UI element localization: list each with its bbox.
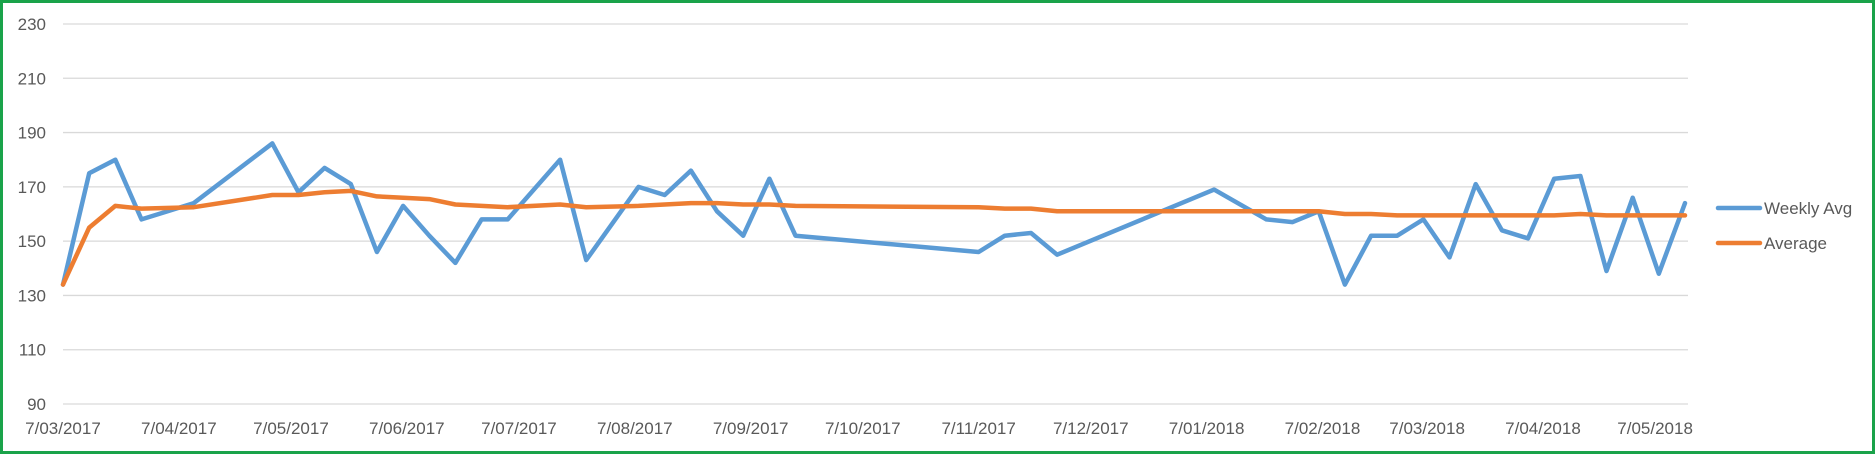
y-tick-label: 110 — [19, 341, 46, 360]
x-tick-label: 7/04/2018 — [1505, 419, 1581, 438]
y-tick-label: 130 — [18, 286, 46, 305]
x-tick-label: 7/08/2017 — [597, 419, 673, 438]
x-tick-label: 7/03/2017 — [25, 419, 101, 438]
y-tick-label: 210 — [18, 69, 46, 88]
x-tick-label: 7/05/2017 — [253, 419, 329, 438]
y-tick-label: 190 — [18, 124, 46, 143]
x-tick-label: 7/04/2017 — [141, 419, 217, 438]
x-tick-label: 7/10/2017 — [825, 419, 901, 438]
x-tick-label: 7/12/2017 — [1053, 419, 1129, 438]
x-tick-label: 7/07/2017 — [481, 419, 557, 438]
y-tick-label: 170 — [18, 178, 46, 197]
x-tick-label: 7/09/2017 — [713, 419, 789, 438]
y-tick-label: 150 — [18, 232, 46, 251]
legend-label: Average — [1764, 234, 1827, 253]
x-tick-label: 7/06/2017 — [369, 419, 445, 438]
x-tick-label: 7/05/2018 — [1617, 419, 1693, 438]
x-tick-label: 7/02/2018 — [1285, 419, 1361, 438]
x-tick-label: 7/03/2018 — [1389, 419, 1465, 438]
x-tick-label: 7/11/2017 — [941, 419, 1015, 438]
y-tick-label: 90 — [27, 395, 46, 414]
y-tick-label: 230 — [18, 15, 46, 34]
x-tick-label: 7/01/2018 — [1169, 419, 1245, 438]
series-line-average — [60, 188, 1688, 287]
legend-label: Weekly Avg — [1764, 199, 1852, 218]
